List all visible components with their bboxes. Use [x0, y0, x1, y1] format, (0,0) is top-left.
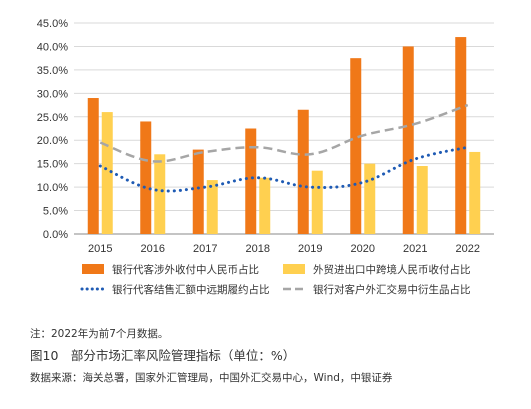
- series-line: [99, 103, 469, 163]
- x-tick-label: 2022: [456, 243, 480, 255]
- bars: [87, 37, 481, 235]
- y-tick-label: 30.0%: [37, 88, 68, 100]
- x-tick-label: 2015: [88, 243, 112, 255]
- legend-label: 外贸进出口中跨境人民币收付占比: [313, 263, 471, 276]
- bar: [350, 58, 362, 234]
- bar: [259, 177, 271, 234]
- y-tick-label: 15.0%: [37, 159, 68, 171]
- bar: [206, 180, 218, 234]
- series-line: [98, 145, 470, 193]
- bar: [311, 170, 323, 234]
- y-axis-tick-labels: 0.0% 5.0% 10.0% 15.0% 20.0% 25.0% 30.0% 35.0% 40…: [37, 18, 68, 241]
- x-tick-label: 2018: [246, 243, 270, 255]
- legend-swatch: [283, 264, 305, 274]
- bar: [140, 121, 152, 234]
- y-tick-label: 20.0%: [37, 135, 68, 147]
- bar: [154, 154, 166, 234]
- legend-swatch: [82, 264, 104, 274]
- x-axis-tick-labels: 2015 2016 2017 2018 2019 2020 2021 2022: [88, 243, 480, 255]
- y-tick-label: 40.0%: [37, 41, 68, 53]
- chart-note: 注：2022年为前7个月数据。: [30, 328, 169, 340]
- chart: 0.0% 5.0% 10.0% 15.0% 20.0% 25.0% 30.0% 35.0% 40…: [37, 18, 494, 296]
- y-tick-label: 5.0%: [43, 206, 68, 218]
- figure-title: 图10 部分市场汇率风险管理指标（单位：%）: [30, 348, 296, 363]
- x-tick-label: 2019: [298, 243, 322, 255]
- legend-label: 银行对客户外汇交易中衍生品占比: [313, 283, 471, 296]
- y-tick-label: 10.0%: [37, 182, 68, 194]
- legend-label: 银行代客涉外收付中人民币占比: [112, 263, 259, 276]
- x-tick-label: 2021: [403, 243, 427, 255]
- y-tick-label: 25.0%: [37, 112, 68, 124]
- bar: [402, 46, 414, 234]
- bar: [416, 166, 428, 234]
- bar: [101, 112, 113, 234]
- bar: [469, 151, 481, 234]
- data-source: 数据来源：海关总署，国家外汇管理局，中国外汇交易中心，Wind，中银证券: [30, 372, 393, 384]
- bar: [192, 149, 204, 234]
- grid-lines: [74, 22, 494, 235]
- bar: [455, 37, 467, 234]
- x-tick-label: 2017: [193, 243, 217, 255]
- bar: [364, 163, 376, 234]
- bar: [245, 128, 257, 234]
- legend: 银行代客涉外收付中人民币占比 外贸进出口中跨境人民币收付占比银行代客结售汇额中远期…: [80, 263, 471, 296]
- bar: [87, 98, 99, 235]
- series-lines: [98, 103, 470, 193]
- x-tick-label: 2020: [351, 243, 375, 255]
- bar: [297, 109, 309, 234]
- x-tick-label: 2016: [141, 243, 165, 255]
- legend-label: 银行代客结售汇额中远期履约占比: [112, 283, 270, 296]
- y-tick-label: 0.0%: [43, 229, 68, 241]
- y-tick-label: 45.0%: [37, 18, 68, 30]
- y-tick-label: 35.0%: [37, 65, 68, 77]
